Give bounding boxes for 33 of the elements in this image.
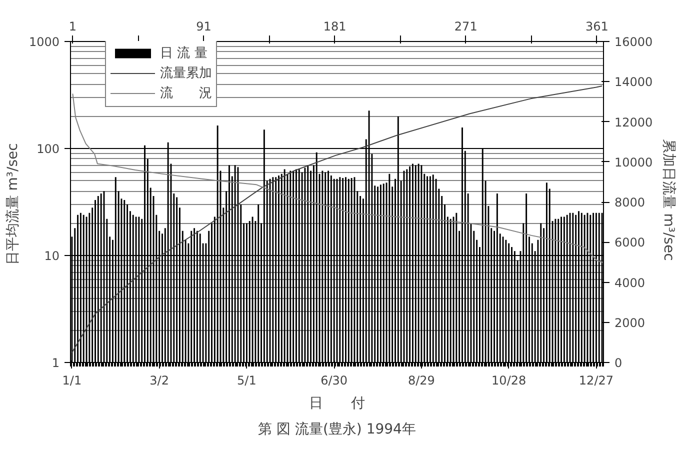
x-tick-label: 6/30 [320, 374, 348, 388]
y2-tick-label: 6000 [614, 236, 646, 250]
x-tick-label: 8/29 [408, 374, 435, 388]
legend-label: 日 流 量 [160, 45, 208, 62]
line-series [71, 86, 603, 353]
x2-tick-label: 361 [585, 20, 608, 34]
y2-tick-label: 2000 [614, 316, 646, 330]
legend-label: 流 況 [160, 85, 212, 102]
y2-tick-label: 8000 [614, 196, 646, 210]
x-tick-label: 3/2 [150, 374, 169, 388]
y2-tick-label: 12000 [614, 115, 653, 130]
y2-tick-label: 16000 [614, 35, 653, 49]
y2-tick-label: 14000 [614, 75, 653, 90]
y2-tick-label: 10000 [614, 155, 653, 170]
y2-tick-label: 4000 [614, 276, 646, 290]
y-tick-label: 1 [52, 356, 60, 370]
x-tick-label: 1/1 [62, 374, 82, 388]
y-tick-label: 1000 [28, 35, 60, 49]
x-tick-label: 12/27 [578, 374, 614, 388]
x2-tick-label: 91 [196, 20, 212, 34]
y2-tick-label: 0 [614, 356, 622, 370]
x2-tick-label: 1 [68, 20, 77, 34]
x-tick-label: 10/28 [492, 374, 526, 388]
y-tick-label: 100 [36, 142, 60, 156]
x-tick-label: 5/1 [237, 374, 256, 388]
x2-tick-label: 181 [323, 20, 346, 34]
y-axis-title: 日平均流量 m³/sec [4, 143, 21, 266]
y2-axis-title: 累加日流量 m³/sec [660, 138, 677, 261]
y-tick-label: 10 [44, 249, 60, 263]
text: 第 図 流量(豊永) 1994年 [258, 422, 416, 438]
x-axis-title: 日 付 [309, 396, 365, 412]
x2-tick-label: 271 [454, 20, 478, 34]
legend-label: 流量累加 [160, 65, 212, 82]
